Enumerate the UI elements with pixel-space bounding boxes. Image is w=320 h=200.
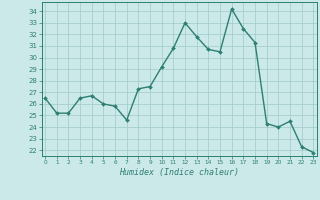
X-axis label: Humidex (Indice chaleur): Humidex (Indice chaleur) — [119, 168, 239, 177]
